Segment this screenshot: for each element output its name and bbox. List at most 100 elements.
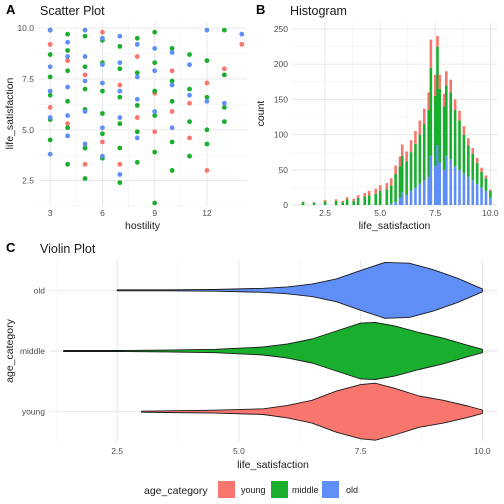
- hist-bar-young: [436, 36, 439, 47]
- hist-bar-old: [394, 202, 397, 205]
- scatter-point-young: [65, 58, 71, 64]
- scatter-point-young: [117, 161, 123, 167]
- legend: age_category young middle old: [144, 481, 358, 498]
- hist-bar-middle: [301, 202, 305, 205]
- scatter-x-tick-label: 9: [152, 208, 157, 218]
- scatter-point-middle: [65, 161, 71, 167]
- scatter-point-middle: [152, 200, 158, 206]
- hist-bar-middle: [389, 185, 393, 204]
- hist-bar-middle: [374, 193, 378, 205]
- scatter-point-young: [100, 29, 105, 35]
- scatter-point-middle: [117, 121, 123, 127]
- hist-bar-middle: [489, 190, 492, 198]
- scatter-point-old: [100, 153, 105, 159]
- hist-bar-old: [462, 173, 466, 205]
- violin-x-tick-label: 10.0: [474, 446, 491, 456]
- scatter-point-young: [82, 161, 88, 167]
- violin-y-tick-label: middle: [20, 346, 45, 356]
- scatter-point-old: [169, 50, 175, 55]
- hist-y-axis-title: count: [255, 101, 267, 127]
- hist-bar-middle: [341, 202, 344, 205]
- hist-bar-young: [385, 183, 389, 190]
- scatter-point-old: [117, 172, 123, 177]
- scatter-point-old: [82, 78, 88, 84]
- hist-bar-young: [458, 110, 461, 121]
- panel-b-tag: B: [256, 2, 265, 17]
- hist-x-tick-label: 10.0: [482, 208, 499, 218]
- scatter-point-middle: [82, 86, 88, 92]
- histogram-panel: 2.5 5.0 7.5 10.0 0 50 100 150 200 250 life_satisfa…: [255, 22, 499, 232]
- scatter-point-old: [82, 54, 88, 59]
- scatter-point-middle: [65, 98, 71, 104]
- scatter-x-tick-label: 3: [48, 208, 53, 218]
- scatter-point-old: [152, 68, 158, 74]
- scatter-point-middle: [152, 29, 158, 35]
- scatter-point-middle: [117, 94, 123, 100]
- scatter-x-tick-label: 6: [100, 208, 105, 218]
- scatter-point-old: [100, 125, 105, 131]
- hist-x-axis-title: life_satisfaction: [359, 220, 431, 232]
- scatter-point-middle: [169, 46, 175, 51]
- hist-bar-middle: [352, 200, 356, 205]
- hist-bar-young: [480, 167, 483, 172]
- violin-x-axis-title: life_satisfaction: [237, 459, 309, 471]
- hist-bar-middle: [422, 124, 426, 181]
- scatter-point-old: [65, 84, 71, 90]
- legend-label-old: old: [346, 485, 358, 495]
- hist-bar-middle: [480, 171, 483, 188]
- hist-bar-middle: [427, 109, 430, 177]
- hist-bar-middle: [458, 120, 461, 170]
- scatter-point-old: [47, 115, 53, 120]
- scatter-point-middle: [134, 102, 140, 108]
- scatter-point-old: [134, 41, 140, 47]
- hist-bar-old: [427, 176, 430, 205]
- legend-swatch-old: [322, 481, 339, 498]
- scatter-point-young: [47, 41, 53, 47]
- scatter-x-axis-title: hostility: [125, 220, 161, 232]
- scatter-point-old: [65, 113, 71, 118]
- hist-bar-young: [301, 201, 305, 203]
- scatter-point-middle: [204, 127, 210, 133]
- scatter-panel: 3 6 9 12 2.5 5.0 7.5 10.0 hostility life_satisfac…: [4, 22, 247, 232]
- scatter-point-middle: [169, 78, 175, 84]
- hist-bar-young: [429, 39, 433, 68]
- violin-y-tick-label: young: [22, 407, 45, 417]
- scatter-point-middle: [204, 94, 210, 100]
- scatter-point-middle: [204, 141, 210, 147]
- hist-bar-young: [363, 193, 367, 197]
- hist-bar-old: [398, 197, 402, 205]
- hist-bar-middle: [394, 174, 397, 203]
- hist-bar-old: [429, 155, 433, 205]
- scatter-point-young: [65, 121, 71, 127]
- violin-panel: old middle young 2.5 5.0 7.5 10.0 life_satisfac…: [4, 260, 497, 471]
- hist-bar-young: [442, 93, 446, 107]
- hist-bar-young: [389, 178, 393, 186]
- hist-bar-old: [467, 176, 470, 205]
- hist-bar-old: [418, 183, 422, 205]
- scatter-point-young: [82, 72, 88, 78]
- scatter-point-young: [221, 66, 227, 72]
- hist-bar-middle: [398, 166, 402, 198]
- legend-title: age_category: [144, 485, 208, 497]
- scatter-point-young: [169, 109, 175, 114]
- scatter-point-old: [100, 80, 105, 86]
- scatter-point-middle: [169, 139, 175, 145]
- hist-bar-old: [438, 162, 441, 205]
- scatter-point-middle: [187, 86, 192, 92]
- scatter-point-middle: [221, 105, 227, 110]
- scatter-point-young: [47, 105, 53, 110]
- scatter-point-old: [187, 62, 192, 68]
- hist-bar-old: [484, 190, 488, 205]
- hist-bar-middle: [323, 201, 327, 205]
- scatter-point-old: [47, 64, 53, 70]
- hist-bar-young: [398, 156, 402, 167]
- scatter-point-young: [100, 139, 105, 145]
- violin-x-tick-label: 7.5: [355, 446, 367, 456]
- scatter-point-middle: [82, 33, 88, 39]
- legend-label-young: young: [241, 485, 266, 495]
- scatter-x-tick-label: 12: [202, 208, 212, 218]
- scatter-point-young: [134, 115, 140, 120]
- hist-bar-middle: [334, 200, 338, 205]
- hist-x-tick-label: 2.5: [319, 208, 331, 218]
- hist-bar-young: [422, 108, 426, 125]
